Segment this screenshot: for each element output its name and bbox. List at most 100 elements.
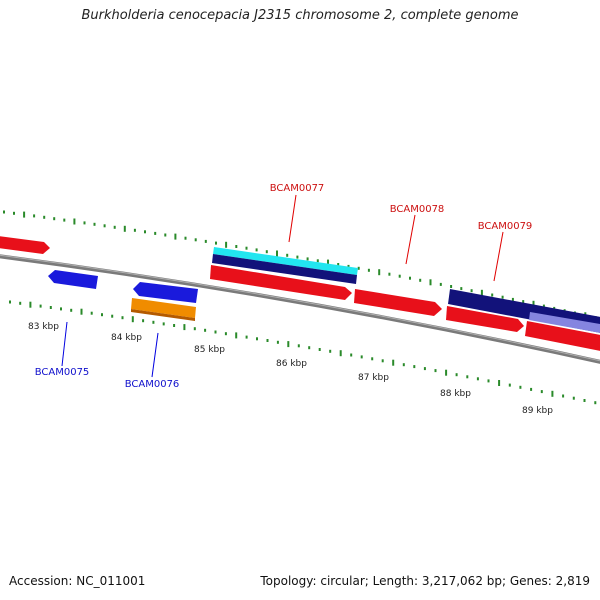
- outer-minor-tick: [265, 250, 268, 254]
- outer-major-tick: [225, 241, 228, 248]
- leader-bcam0076: [151, 332, 159, 378]
- inner-minor-tick: [19, 301, 22, 305]
- outer-minor-tick: [316, 259, 319, 263]
- outer-minor-tick: [398, 274, 401, 278]
- outer-minor-tick: [255, 248, 258, 252]
- inner-minor-tick: [142, 319, 145, 323]
- inner-minor-tick: [276, 340, 279, 344]
- scale-label-88kbp: 88 kbp: [440, 389, 471, 399]
- inner-minor-tick: [245, 335, 248, 339]
- inner-major-tick: [287, 341, 290, 348]
- inner-minor-tick: [101, 313, 103, 317]
- inner-minor-tick: [371, 357, 374, 361]
- gene-arrow-bcam0076[interactable]: [133, 282, 198, 303]
- outer-major-tick: [327, 259, 329, 266]
- inner-minor-tick: [318, 348, 321, 351]
- inner-major-tick: [29, 301, 32, 308]
- outer-minor-tick: [235, 245, 238, 248]
- inner-minor-tick: [204, 328, 207, 332]
- inner-minor-tick: [423, 367, 426, 371]
- inner-minor-tick: [193, 327, 196, 331]
- inner-minor-tick: [152, 320, 155, 324]
- backbone-highlight: [0, 254, 600, 362]
- outer-major-tick: [532, 300, 535, 307]
- scale-label-86kbp: 86 kbp: [276, 359, 307, 369]
- gene-label-bcam0075[interactable]: BCAM0075: [35, 367, 90, 378]
- gene-arrow-bcam0075[interactable]: [48, 270, 98, 289]
- inner-minor-tick: [329, 349, 332, 353]
- map-title: Burkholderia cenocepacia J2315 chromosom…: [81, 8, 519, 23]
- outer-major-tick: [123, 225, 126, 232]
- outer-minor-tick: [194, 238, 197, 242]
- outer-minor-tick: [409, 276, 411, 280]
- gene-arrow-bcam0077[interactable]: [210, 265, 352, 300]
- inner-minor-tick: [594, 401, 597, 405]
- outer-minor-tick: [347, 264, 350, 268]
- gene-arrow-bcam0079[interactable]: [446, 306, 524, 332]
- scale-label-83kbp: 83 kbp: [28, 322, 59, 332]
- inner-minor-tick: [487, 379, 490, 383]
- inner-major-tick: [80, 308, 83, 315]
- inner-minor-tick: [9, 300, 11, 304]
- inner-minor-tick: [297, 344, 300, 348]
- gene-bar-orange[interactable]: [131, 298, 196, 318]
- inner-major-tick: [392, 359, 395, 366]
- inner-minor-tick: [121, 316, 124, 320]
- feature-strip-cyan: [213, 247, 358, 275]
- inner-minor-tick: [214, 330, 217, 334]
- gene-label-bcam0076[interactable]: BCAM0076: [125, 379, 180, 390]
- scale-label-85kbp: 85 kbp: [194, 345, 225, 355]
- outer-minor-tick: [184, 236, 187, 240]
- inner-major-tick: [183, 324, 186, 331]
- inner-major-tick: [235, 332, 238, 339]
- inner-minor-tick: [360, 355, 363, 359]
- outer-minor-tick: [83, 221, 86, 225]
- outer-tick-row: [3, 210, 597, 320]
- inner-minor-tick: [39, 304, 42, 308]
- inner-minor-tick: [583, 399, 586, 402]
- outer-major-tick: [73, 218, 76, 225]
- label-leaders: [61, 194, 504, 378]
- leader-bcam0078: [405, 214, 416, 265]
- inner-minor-tick: [434, 369, 437, 373]
- outer-minor-tick: [470, 289, 473, 293]
- outer-minor-tick: [388, 272, 391, 276]
- outer-minor-tick: [522, 300, 525, 304]
- outer-minor-tick: [204, 239, 207, 243]
- inner-minor-tick: [402, 363, 405, 367]
- outer-minor-tick: [245, 246, 248, 250]
- feature-strip-navy: [212, 254, 357, 284]
- outer-minor-tick: [460, 287, 463, 291]
- inner-minor-tick: [530, 387, 533, 391]
- inner-minor-tick: [540, 390, 543, 394]
- backbone: [0, 254, 600, 364]
- inner-minor-tick: [381, 359, 384, 363]
- outer-minor-tick: [337, 263, 340, 266]
- gene-arrow-forward-right[interactable]: [525, 321, 600, 352]
- inner-major-tick: [445, 369, 448, 376]
- outer-minor-tick: [164, 233, 167, 237]
- outer-minor-tick: [501, 295, 504, 299]
- feature-layer: [0, 236, 600, 352]
- gene-label-bcam0079[interactable]: BCAM0079: [478, 221, 533, 232]
- outer-minor-tick: [133, 228, 136, 232]
- outer-minor-tick: [43, 215, 46, 219]
- outer-major-tick: [23, 211, 26, 218]
- leader-bcam0079: [493, 231, 504, 282]
- inner-minor-tick: [49, 306, 52, 309]
- leader-bcam0075: [61, 321, 68, 367]
- gene-label-bcam0077[interactable]: BCAM0077: [270, 183, 325, 194]
- outer-major-tick: [276, 250, 278, 257]
- outer-major-tick: [480, 289, 483, 296]
- gene-arrow-forward[interactable]: [0, 236, 50, 254]
- outer-minor-tick: [53, 217, 56, 221]
- inner-minor-tick: [162, 322, 165, 326]
- gene-label-bcam0078[interactable]: BCAM0078: [390, 204, 445, 215]
- inner-minor-tick: [256, 337, 258, 341]
- outer-major-tick: [429, 279, 432, 286]
- outer-minor-tick: [491, 293, 494, 297]
- outer-minor-tick: [93, 222, 96, 226]
- outer-minor-tick: [439, 282, 442, 286]
- gene-arrow-bcam0078[interactable]: [354, 289, 442, 316]
